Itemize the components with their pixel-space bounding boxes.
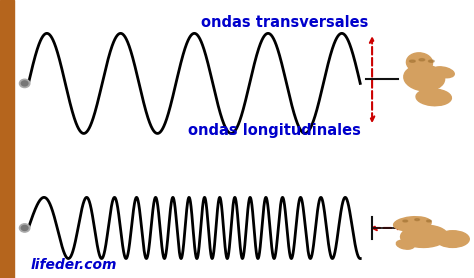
Ellipse shape	[415, 219, 419, 221]
Ellipse shape	[410, 60, 415, 62]
Ellipse shape	[19, 224, 30, 232]
Ellipse shape	[416, 89, 451, 106]
Text: ondas longitudinales: ondas longitudinales	[189, 123, 361, 138]
Ellipse shape	[401, 225, 448, 247]
Ellipse shape	[404, 65, 445, 91]
Ellipse shape	[403, 220, 408, 222]
Text: lifeder.com: lifeder.com	[31, 259, 117, 272]
Ellipse shape	[21, 225, 28, 230]
Ellipse shape	[427, 220, 431, 222]
Ellipse shape	[436, 231, 469, 247]
Ellipse shape	[419, 59, 425, 61]
Ellipse shape	[21, 81, 28, 86]
Ellipse shape	[406, 53, 433, 72]
Bar	[0, 0, 14, 278]
Ellipse shape	[393, 217, 431, 231]
Ellipse shape	[428, 60, 434, 62]
Text: ondas transversales: ondas transversales	[201, 15, 368, 30]
Ellipse shape	[396, 240, 414, 249]
Ellipse shape	[432, 67, 454, 78]
Ellipse shape	[19, 79, 30, 88]
